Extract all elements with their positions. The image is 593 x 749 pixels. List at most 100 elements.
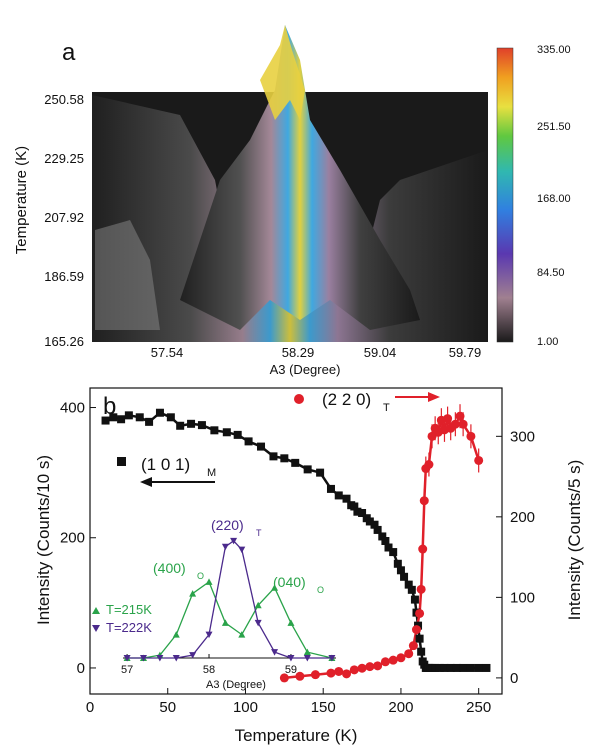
point-220t bbox=[373, 661, 383, 671]
arrow-right-head bbox=[428, 392, 440, 402]
point-220t bbox=[424, 460, 434, 469]
surface-peak-top bbox=[260, 25, 305, 120]
point-220t bbox=[466, 431, 476, 441]
point-101m bbox=[197, 421, 206, 430]
point-220t bbox=[416, 584, 426, 594]
point-101m bbox=[316, 468, 325, 477]
inset-point-222 bbox=[230, 537, 238, 545]
panel-a-ylabel: Temperature (K) bbox=[13, 146, 30, 254]
point-101m bbox=[117, 415, 126, 424]
point-101m bbox=[155, 408, 164, 417]
xtick-5979: 59.79 bbox=[449, 345, 482, 360]
point-220t bbox=[396, 653, 406, 663]
panel-b-yticks-left: 0 200 400 bbox=[60, 400, 96, 677]
point-220t bbox=[342, 669, 352, 679]
point-101m bbox=[459, 663, 468, 672]
point-101m bbox=[257, 442, 266, 451]
inset-xtick-label: 58 bbox=[203, 664, 215, 676]
point-220t bbox=[310, 670, 320, 680]
point-101m bbox=[378, 532, 387, 541]
cbar-tick-84: 84.50 bbox=[537, 267, 565, 279]
peak-400-sub: O bbox=[197, 571, 204, 581]
point-101m bbox=[373, 525, 382, 534]
inset-point-222 bbox=[221, 543, 229, 551]
cbar-tick-1: 1.00 bbox=[537, 336, 558, 348]
point-101m bbox=[393, 559, 402, 568]
peak-220-label: (220) bbox=[211, 517, 244, 533]
point-101m bbox=[210, 426, 219, 435]
point-220t bbox=[279, 673, 289, 683]
point-101m bbox=[365, 517, 374, 526]
panel-b-xticks: 0 50 100 150 200 250 bbox=[86, 688, 491, 716]
point-101m bbox=[410, 595, 419, 604]
point-220t bbox=[380, 657, 390, 667]
fit-curve-220t bbox=[284, 413, 480, 680]
peak-040-sub: O bbox=[317, 585, 324, 595]
surface-shadow bbox=[95, 220, 160, 330]
xtick-label: 50 bbox=[159, 699, 176, 716]
ytick-right-label: 0 bbox=[510, 670, 518, 687]
inset-point-215 bbox=[303, 648, 311, 656]
panel-b-ylabel-right: Intensity (Counts/5 s) bbox=[565, 460, 584, 621]
inset-point-222 bbox=[156, 655, 164, 662]
point-101m bbox=[222, 428, 231, 437]
point-101m bbox=[303, 465, 312, 474]
panel-b-yticks-right: 0 100 200 300 bbox=[496, 428, 535, 687]
point-101m bbox=[244, 437, 253, 446]
point-101m bbox=[101, 416, 110, 425]
point-220t bbox=[443, 414, 453, 424]
legend-101m-sub: M bbox=[207, 467, 216, 479]
legend-220t-sub: T bbox=[383, 402, 390, 414]
point-220t bbox=[404, 649, 414, 659]
inset-point-215 bbox=[189, 590, 197, 597]
point-101m bbox=[370, 520, 379, 529]
inset-plot: 57 58 59 A3 (Degree) (400) O (220) T (040)… bbox=[92, 517, 336, 691]
point-101m bbox=[417, 647, 426, 656]
surface-peak bbox=[180, 25, 420, 330]
fit-line-220t bbox=[284, 413, 480, 680]
inset-point-222 bbox=[205, 631, 213, 639]
legend-101m-marker bbox=[117, 457, 126, 466]
surface-plot bbox=[92, 25, 488, 342]
point-101m bbox=[446, 663, 455, 672]
panel-b-frame bbox=[89, 387, 503, 695]
point-220t bbox=[357, 663, 367, 673]
point-101m bbox=[384, 543, 393, 552]
inset-point-222 bbox=[238, 546, 246, 554]
xtick-label: 250 bbox=[466, 699, 491, 716]
point-101m bbox=[404, 580, 413, 589]
inset-point-215 bbox=[287, 619, 295, 626]
legend-220t-marker bbox=[294, 394, 304, 404]
inset-point-215 bbox=[172, 631, 180, 638]
point-220t bbox=[418, 544, 428, 554]
point-220t bbox=[411, 625, 421, 635]
point-220t bbox=[458, 419, 468, 429]
inset-point-215 bbox=[254, 601, 262, 609]
ytick-250: 250.58 bbox=[44, 92, 84, 107]
inset-point-222 bbox=[328, 655, 336, 662]
peak-400-label: (400) bbox=[153, 560, 186, 576]
inset-point-222 bbox=[271, 649, 279, 656]
inset-point-222 bbox=[287, 655, 295, 662]
xtick-label: 200 bbox=[388, 699, 413, 716]
inset-point-222 bbox=[303, 655, 311, 662]
point-101m bbox=[233, 430, 242, 439]
cbar-tick-251: 251.50 bbox=[537, 121, 571, 133]
point-101m bbox=[435, 663, 444, 672]
ytick-right-label: 100 bbox=[510, 589, 535, 606]
xtick-5904: 59.04 bbox=[364, 345, 397, 360]
ytick-229: 229.25 bbox=[44, 151, 84, 166]
inset-point-215 bbox=[271, 584, 279, 591]
legend-222-marker bbox=[92, 625, 100, 632]
ytick-left-label: 400 bbox=[60, 400, 85, 417]
inset-xlabel: A3 (Degree) bbox=[206, 679, 266, 691]
inset-point-215 bbox=[205, 578, 213, 585]
point-101m bbox=[440, 663, 449, 672]
point-101m bbox=[291, 458, 300, 467]
inset-xtick-label: 57 bbox=[121, 664, 133, 676]
point-220t bbox=[474, 455, 484, 465]
ytick-left-label: 200 bbox=[60, 530, 85, 547]
colorbar-ticks: 335.00 251.50 168.00 84.50 1.00 bbox=[537, 44, 571, 348]
point-101m bbox=[280, 454, 289, 463]
xtick-label: 150 bbox=[311, 699, 336, 716]
